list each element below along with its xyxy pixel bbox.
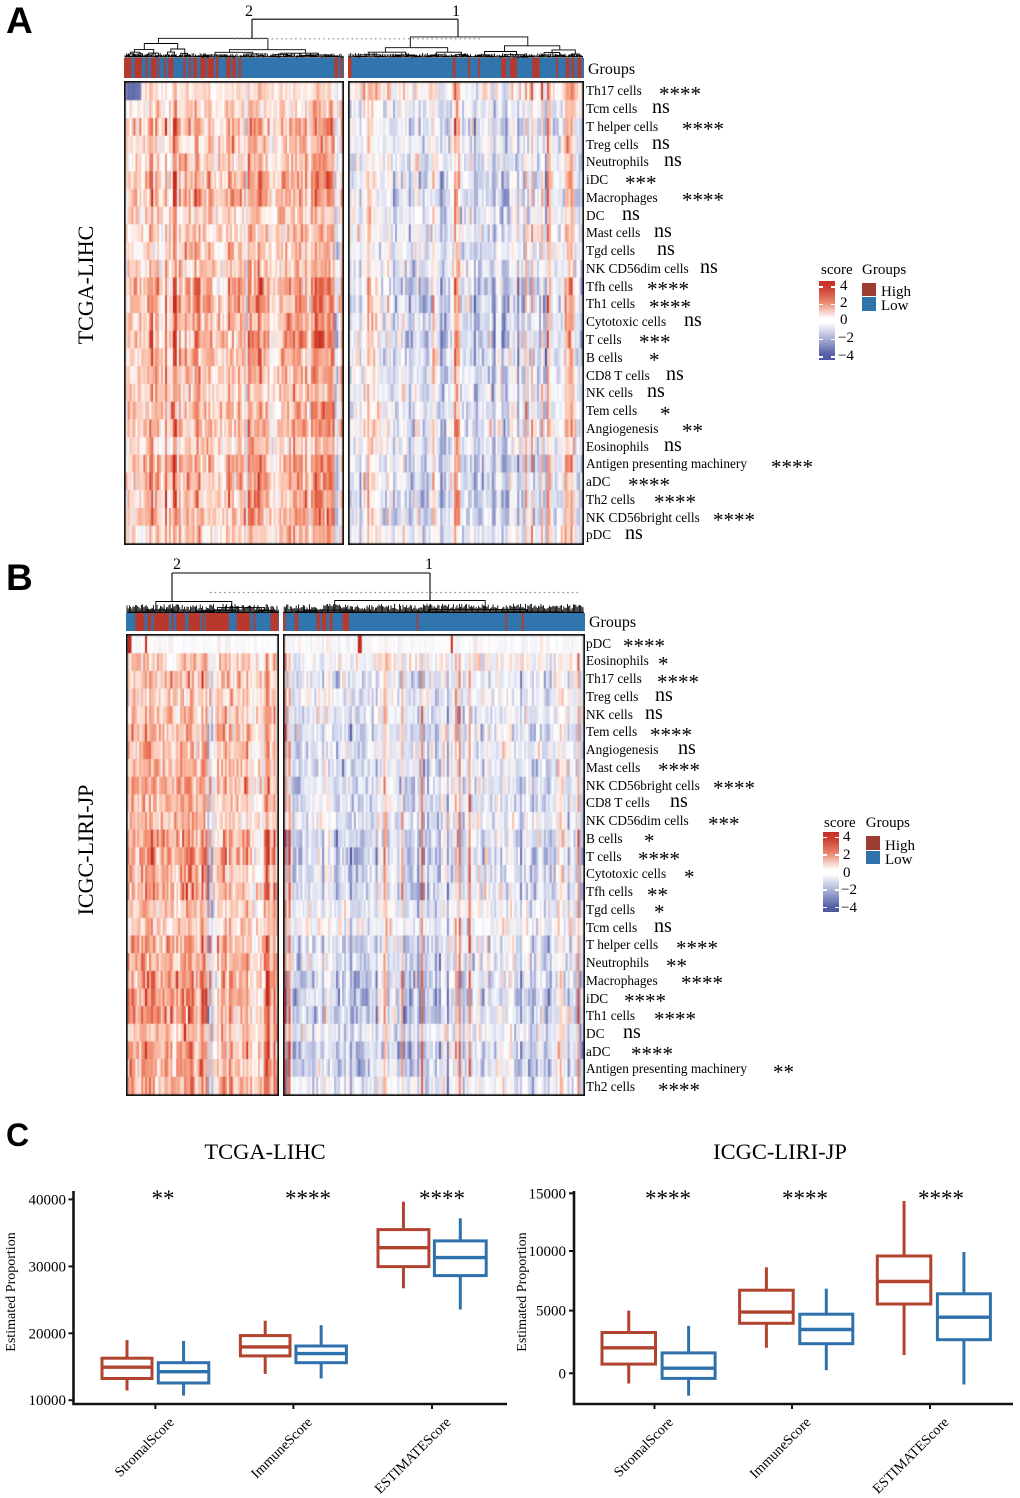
svg-text:****: **** — [782, 1186, 828, 1211]
svg-text:15000: 15000 — [529, 1186, 567, 1202]
svg-text:ImmuneScore: ImmuneScore — [248, 1415, 316, 1483]
svg-text:ImmuneScore: ImmuneScore — [747, 1415, 815, 1483]
svg-text:****: **** — [918, 1186, 964, 1211]
svg-text:20000: 20000 — [29, 1326, 67, 1342]
svg-text:Estimated Proportion: Estimated Proportion — [515, 1232, 530, 1351]
svg-text:30000: 30000 — [29, 1259, 67, 1275]
svg-text:**: ** — [152, 1186, 175, 1211]
svg-text:****: **** — [419, 1186, 465, 1211]
svg-text:40000: 40000 — [29, 1192, 67, 1208]
svg-text:ESTIMATEScore: ESTIMATEScore — [372, 1415, 455, 1498]
svg-text:ESTIMATEScore: ESTIMATEScore — [870, 1415, 953, 1498]
svg-text:10000: 10000 — [29, 1393, 67, 1409]
svg-text:Estimated Proportion: Estimated Proportion — [4, 1232, 19, 1351]
svg-text:StromalScore: StromalScore — [611, 1415, 677, 1481]
svg-text:****: **** — [645, 1186, 691, 1211]
svg-text:0: 0 — [559, 1366, 567, 1382]
svg-text:10000: 10000 — [529, 1244, 567, 1260]
svg-text:5000: 5000 — [536, 1304, 566, 1320]
svg-text:StromalScore: StromalScore — [112, 1415, 178, 1481]
svg-text:****: **** — [285, 1186, 331, 1211]
